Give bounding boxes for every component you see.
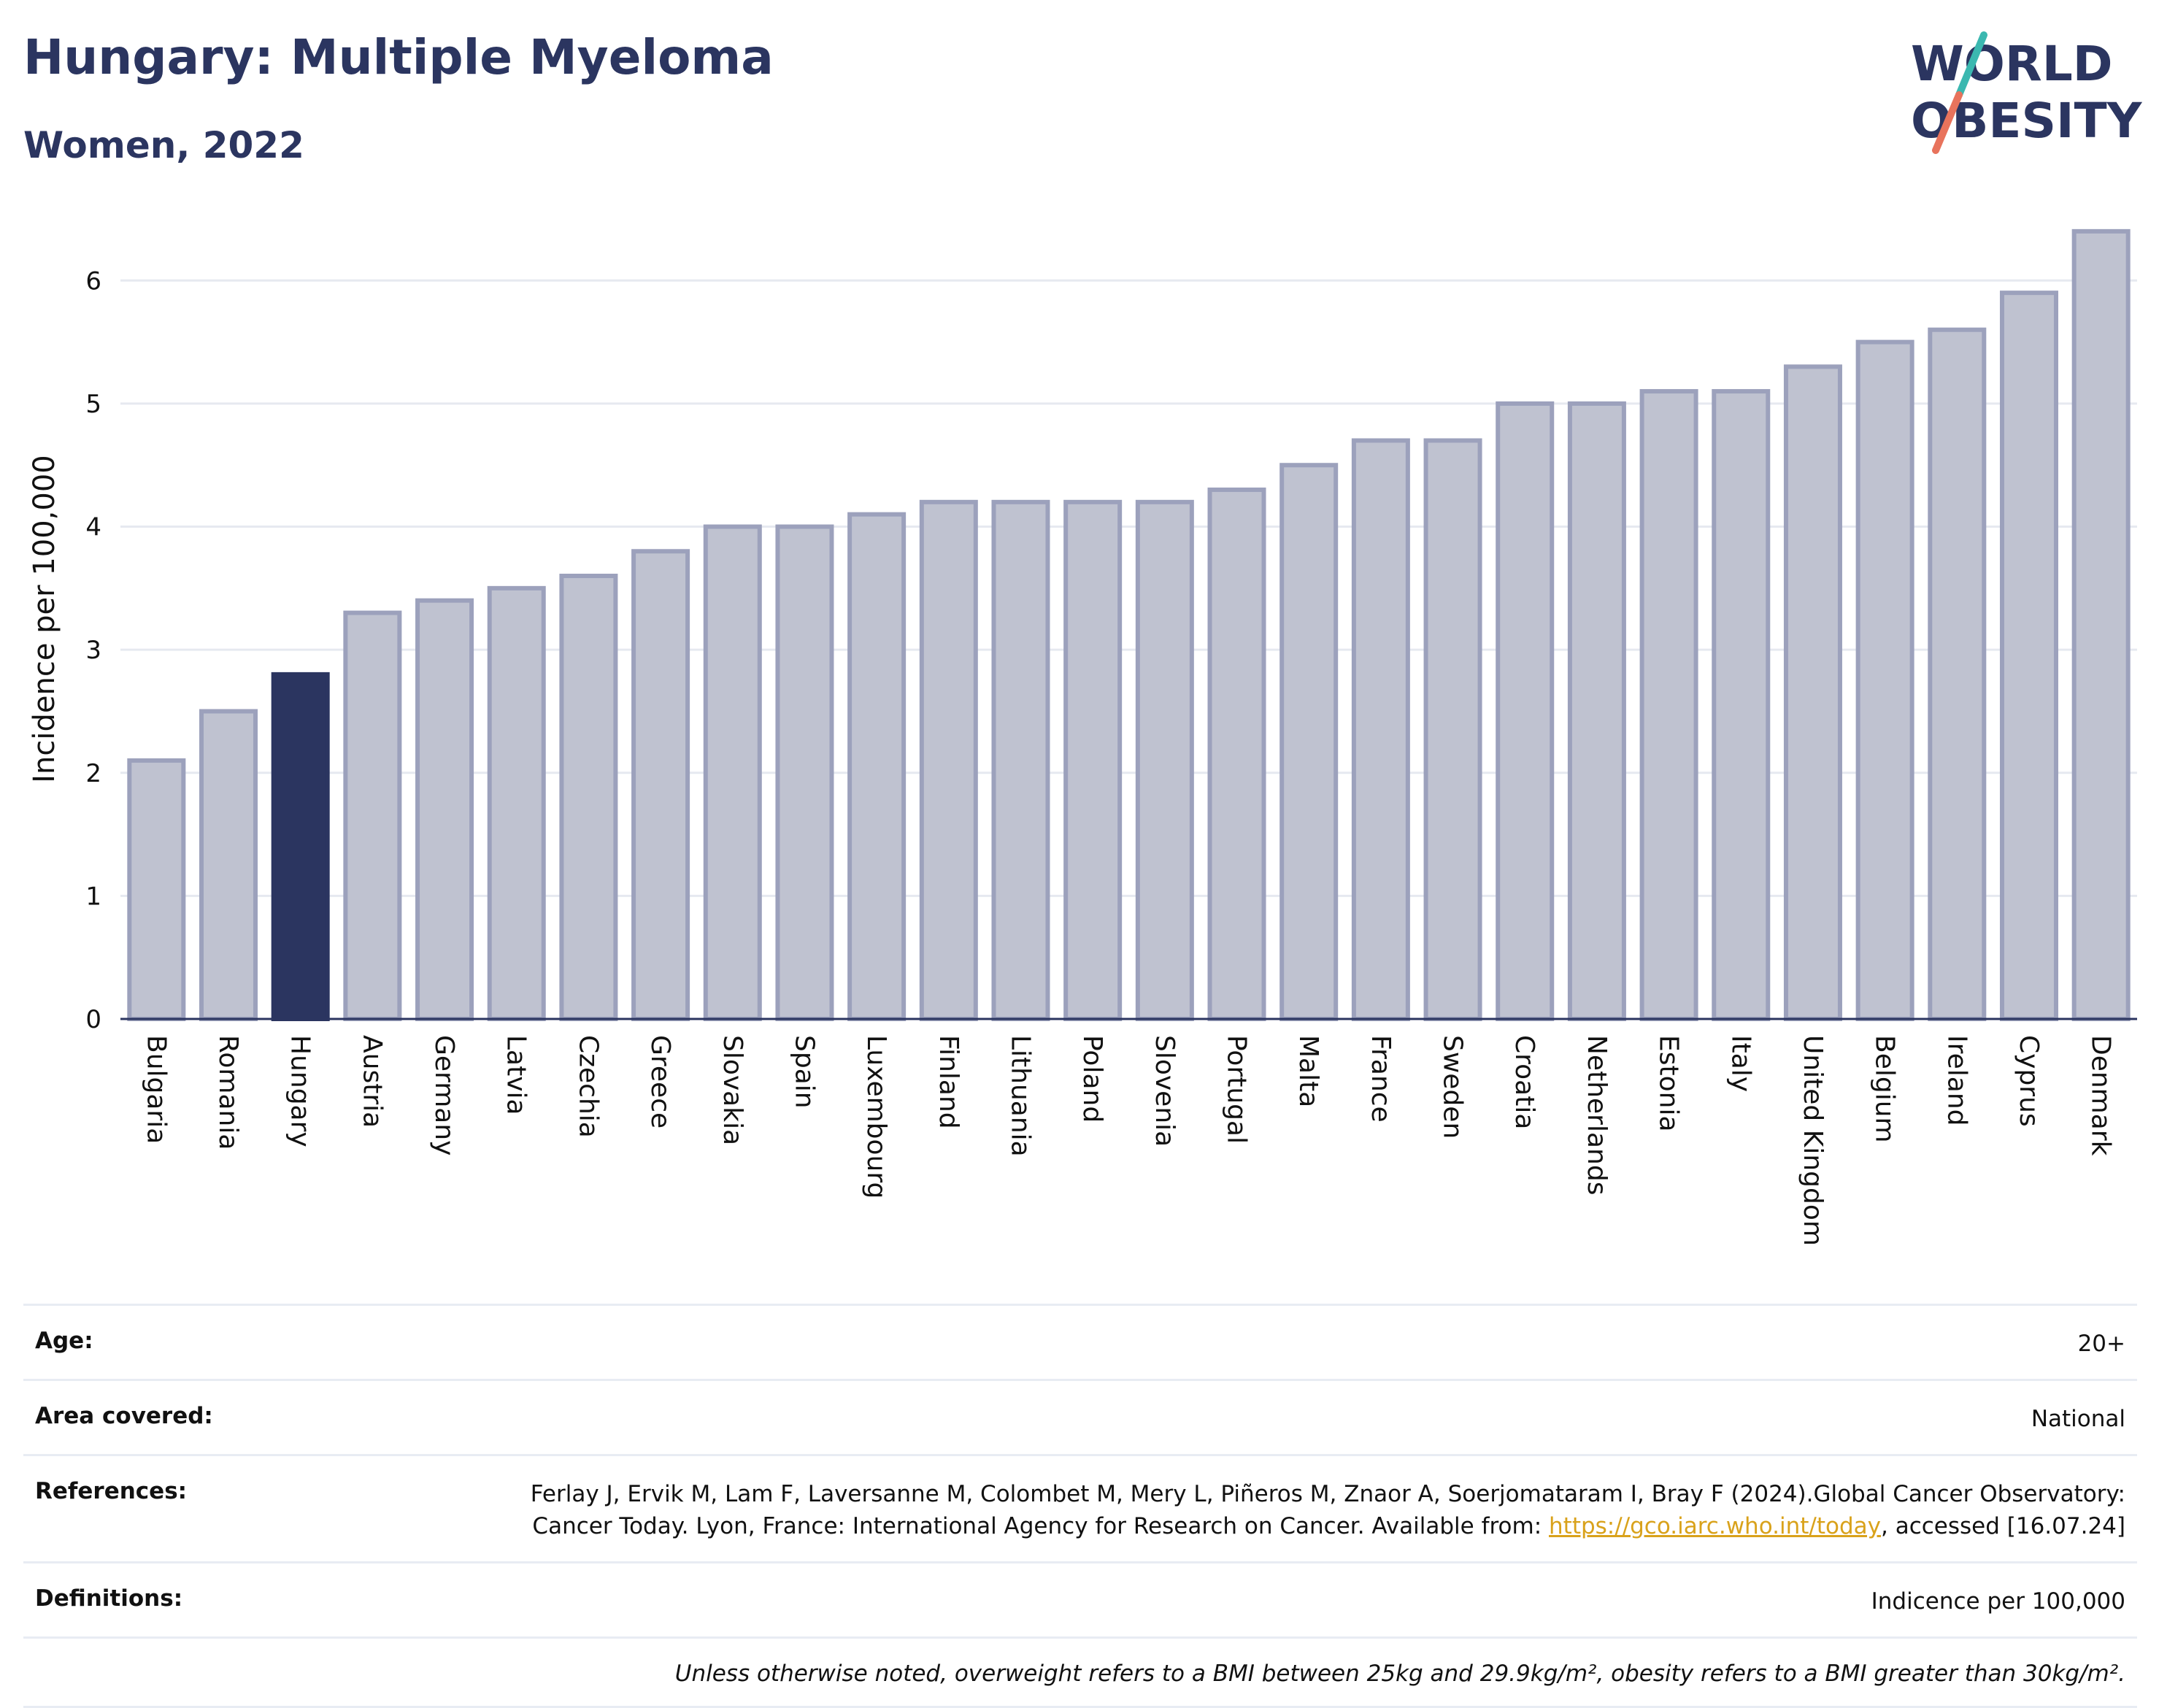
x-tick-label: United Kingdom	[1798, 1035, 1828, 1246]
meta-row-definitions: Definitions: Indicence per 100,000	[23, 1561, 2137, 1636]
bar-estonia	[1639, 389, 1698, 1021]
x-tick-label: Spain	[789, 1035, 819, 1109]
bar-latvia	[487, 585, 546, 1021]
x-tick-label: Slovenia	[1150, 1035, 1179, 1147]
area-value: National	[2031, 1406, 2125, 1432]
age-label: Age:	[35, 1328, 93, 1354]
bar-chart: 0 1 2 3 4 5 6 Incidence per 100,000 Bulgaria Roma…	[28, 228, 2137, 1246]
y-tick-label: 3	[85, 636, 101, 665]
bar-france	[1351, 438, 1410, 1021]
x-tick-label: Czechia	[573, 1035, 603, 1138]
y-tick-label: 0	[85, 1005, 101, 1034]
bar-italy	[1712, 389, 1771, 1021]
bar-slovakia	[703, 524, 762, 1021]
bar-denmark	[2071, 228, 2131, 1021]
bar-czechia	[559, 573, 618, 1021]
references-value: Ferlay J, Ervik M, Lam F, Laversanne M, …	[447, 1478, 2125, 1542]
page-title: Hungary: Multiple Myeloma	[23, 29, 774, 85]
logo-slash-bottom	[1932, 91, 1963, 154]
references-text: Ferlay J, Ervik M, Lam F, Laversanne M, …	[530, 1481, 2125, 1539]
x-tick-label: Netherlands	[1582, 1035, 1612, 1195]
x-tick-label: Austria	[357, 1035, 387, 1128]
x-tick-label: Cyprus	[2014, 1035, 2044, 1127]
y-tick-label: 5	[85, 390, 101, 419]
bar-austria	[343, 610, 402, 1021]
bar-spain	[775, 524, 834, 1021]
y-tick-label: 2	[85, 759, 101, 788]
x-tick-label: Italy	[1725, 1035, 1755, 1092]
bmi-note: Unless otherwise noted, overweight refer…	[23, 1636, 2137, 1708]
bar-poland	[1063, 499, 1123, 1022]
bar-malta	[1279, 463, 1339, 1021]
bar-germany	[415, 598, 474, 1021]
x-tick-label: Malta	[1293, 1035, 1323, 1107]
bar-cyprus	[1999, 291, 2058, 1021]
x-tick-label: Romania	[213, 1035, 243, 1150]
x-tick-label: France	[1366, 1035, 1396, 1123]
references-link[interactable]: https://gco.iarc.who.int/today	[1549, 1513, 1881, 1539]
x-tick-label: Finland	[934, 1035, 963, 1129]
x-tick-label: Germany	[429, 1035, 459, 1155]
y-tick-label: 1	[85, 882, 101, 911]
x-tick-label: Denmark	[2086, 1035, 2116, 1156]
world-obesity-logo: WORLD OBESITY	[1911, 31, 2143, 154]
x-tick-label: Lithuania	[1005, 1035, 1035, 1157]
x-tick-label: Sweden	[1438, 1035, 1468, 1139]
bar-belgium	[1855, 339, 1914, 1022]
bar-finland	[919, 499, 978, 1022]
definitions-value: Indicence per 100,000	[1871, 1588, 2125, 1615]
x-tick-label: Estonia	[1654, 1035, 1684, 1132]
bar-hungary	[271, 672, 330, 1022]
meta-row-references: References: Ferlay J, Ervik M, Lam F, La…	[23, 1454, 2137, 1561]
x-tick-label: Bulgaria	[141, 1035, 171, 1144]
bar-lithuania	[991, 499, 1050, 1022]
x-tick-label: Slovakia	[717, 1035, 747, 1145]
references-after: , accessed [16.07.24]	[1880, 1513, 2125, 1539]
bar-sweden	[1423, 438, 1482, 1021]
meta-row-area: Area covered: National	[23, 1379, 2137, 1454]
x-tick-label: Poland	[1077, 1035, 1107, 1123]
x-tick-label: Croatia	[1509, 1035, 1539, 1129]
bar-greece	[631, 549, 690, 1021]
bar-luxembourg	[847, 512, 907, 1021]
x-tick-label: Luxembourg	[861, 1035, 891, 1199]
bar-ireland	[1928, 327, 1987, 1021]
metadata-table: Age: 20+ Area covered: National Referenc…	[23, 1304, 2137, 1708]
x-tick-label: Ireland	[1941, 1035, 1971, 1126]
x-tick-label: Latvia	[501, 1035, 531, 1115]
x-tick-label: Belgium	[1870, 1035, 1900, 1143]
bar-croatia	[1496, 401, 1555, 1021]
bar-romania	[199, 709, 258, 1021]
definitions-label: Definitions:	[35, 1585, 183, 1612]
area-label: Area covered:	[35, 1403, 213, 1429]
bar-united-kingdom	[1783, 364, 1842, 1022]
y-tick-label: 4	[85, 513, 101, 542]
y-axis-label: Incidence per 100,000	[28, 455, 61, 783]
bar-bulgaria	[127, 758, 186, 1022]
x-tick-label: Portugal	[1222, 1035, 1252, 1144]
logo-slash-top	[1955, 31, 1987, 99]
x-tick-label: Greece	[645, 1035, 675, 1128]
meta-row-age: Age: 20+	[23, 1304, 2137, 1379]
y-tick-label: 6	[85, 266, 101, 296]
x-tick-label: Hungary	[285, 1035, 315, 1147]
logo-line1: WORLD	[1911, 36, 2113, 92]
page-subtitle: Women, 2022	[23, 124, 304, 166]
bar-slovenia	[1135, 499, 1194, 1022]
bar-netherlands	[1567, 401, 1626, 1021]
age-value: 20+	[2077, 1331, 2125, 1357]
bar-portugal	[1207, 487, 1266, 1021]
references-label: References:	[35, 1478, 188, 1504]
